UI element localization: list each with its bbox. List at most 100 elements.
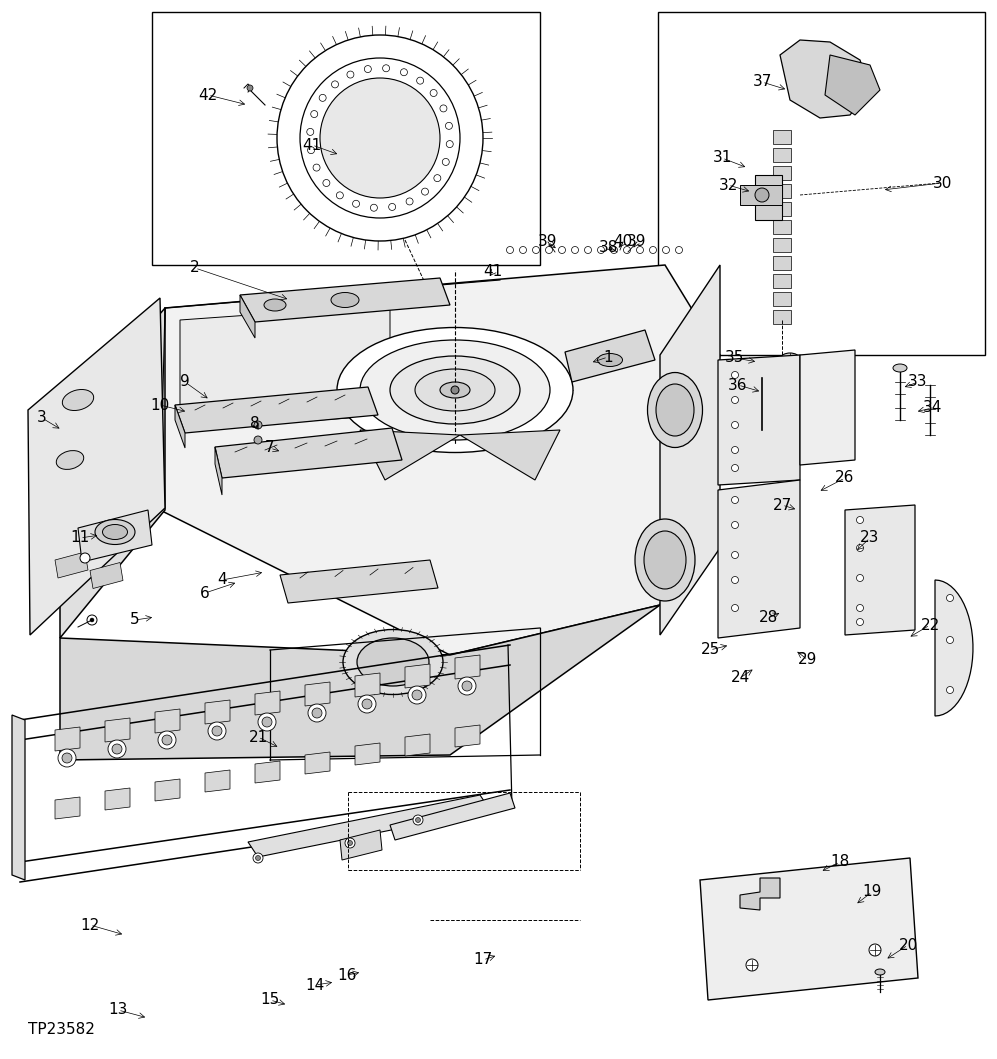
Text: 24: 24	[731, 670, 750, 685]
Circle shape	[732, 605, 739, 611]
Circle shape	[732, 497, 739, 503]
Ellipse shape	[343, 629, 443, 695]
Polygon shape	[180, 305, 390, 430]
Polygon shape	[845, 505, 915, 635]
Polygon shape	[773, 202, 791, 216]
Text: 40: 40	[613, 234, 633, 250]
Text: 10: 10	[151, 397, 169, 413]
Circle shape	[108, 740, 126, 758]
Polygon shape	[405, 664, 430, 688]
Text: 15: 15	[260, 992, 279, 1007]
Text: 11: 11	[71, 531, 90, 545]
Polygon shape	[455, 725, 480, 747]
Text: 4: 4	[217, 573, 226, 588]
Polygon shape	[565, 330, 655, 382]
Text: 26: 26	[835, 470, 854, 485]
Circle shape	[371, 204, 378, 211]
Circle shape	[597, 247, 604, 253]
Circle shape	[336, 192, 343, 199]
Circle shape	[383, 65, 390, 72]
Text: 5: 5	[131, 612, 140, 628]
Text: 19: 19	[862, 884, 881, 899]
Polygon shape	[658, 12, 985, 355]
Polygon shape	[60, 308, 165, 638]
Circle shape	[430, 90, 437, 96]
Circle shape	[353, 200, 360, 208]
Polygon shape	[405, 734, 430, 756]
Polygon shape	[28, 298, 165, 635]
Polygon shape	[935, 580, 973, 716]
Polygon shape	[460, 430, 560, 480]
Polygon shape	[152, 12, 540, 265]
Ellipse shape	[390, 356, 520, 424]
Text: 41: 41	[484, 265, 502, 280]
Ellipse shape	[644, 531, 686, 589]
Polygon shape	[773, 184, 791, 198]
Polygon shape	[660, 265, 720, 635]
Polygon shape	[773, 274, 791, 288]
Polygon shape	[773, 130, 791, 144]
Text: TP23582: TP23582	[28, 1023, 95, 1038]
Polygon shape	[773, 310, 791, 324]
Circle shape	[254, 436, 262, 444]
Polygon shape	[155, 708, 180, 733]
Text: 20: 20	[898, 937, 917, 952]
Circle shape	[247, 85, 253, 91]
Text: 22: 22	[920, 617, 939, 632]
Polygon shape	[280, 560, 438, 603]
Circle shape	[623, 247, 630, 253]
Polygon shape	[718, 355, 800, 485]
Polygon shape	[55, 726, 80, 751]
Circle shape	[856, 544, 863, 552]
Circle shape	[311, 110, 318, 118]
Text: 13: 13	[109, 1003, 128, 1018]
Circle shape	[112, 744, 122, 754]
Ellipse shape	[597, 354, 622, 366]
Polygon shape	[55, 797, 80, 819]
Circle shape	[362, 699, 372, 708]
Text: 31: 31	[712, 150, 732, 165]
Circle shape	[443, 159, 450, 165]
Polygon shape	[355, 674, 380, 697]
Circle shape	[208, 722, 226, 740]
Polygon shape	[390, 793, 515, 840]
Circle shape	[732, 421, 739, 429]
Circle shape	[462, 681, 472, 692]
Polygon shape	[55, 552, 88, 578]
Text: 42: 42	[198, 88, 217, 103]
Text: 25: 25	[700, 643, 720, 658]
Circle shape	[519, 247, 526, 253]
Text: 33: 33	[908, 375, 928, 390]
Circle shape	[258, 713, 276, 731]
Ellipse shape	[63, 390, 94, 411]
Circle shape	[532, 247, 539, 253]
Text: 12: 12	[81, 917, 100, 933]
Circle shape	[307, 128, 314, 136]
Polygon shape	[90, 562, 123, 589]
Ellipse shape	[81, 498, 109, 518]
Text: 29: 29	[799, 652, 818, 667]
Circle shape	[610, 247, 617, 253]
Polygon shape	[255, 761, 280, 783]
Text: 27: 27	[773, 498, 792, 513]
Polygon shape	[700, 858, 918, 1000]
Text: 36: 36	[728, 377, 748, 393]
Circle shape	[856, 605, 863, 611]
Text: 37: 37	[753, 74, 772, 90]
Text: 1: 1	[603, 349, 613, 364]
Polygon shape	[105, 788, 130, 810]
Text: 35: 35	[725, 351, 745, 365]
Polygon shape	[78, 510, 152, 562]
Polygon shape	[773, 256, 791, 270]
Ellipse shape	[264, 299, 286, 311]
Ellipse shape	[103, 524, 128, 539]
Circle shape	[413, 815, 423, 825]
Polygon shape	[740, 878, 780, 910]
Circle shape	[856, 517, 863, 523]
Circle shape	[856, 574, 863, 581]
Circle shape	[312, 708, 322, 718]
Circle shape	[946, 636, 953, 644]
Circle shape	[347, 71, 354, 78]
Polygon shape	[740, 185, 782, 205]
Polygon shape	[773, 238, 791, 252]
